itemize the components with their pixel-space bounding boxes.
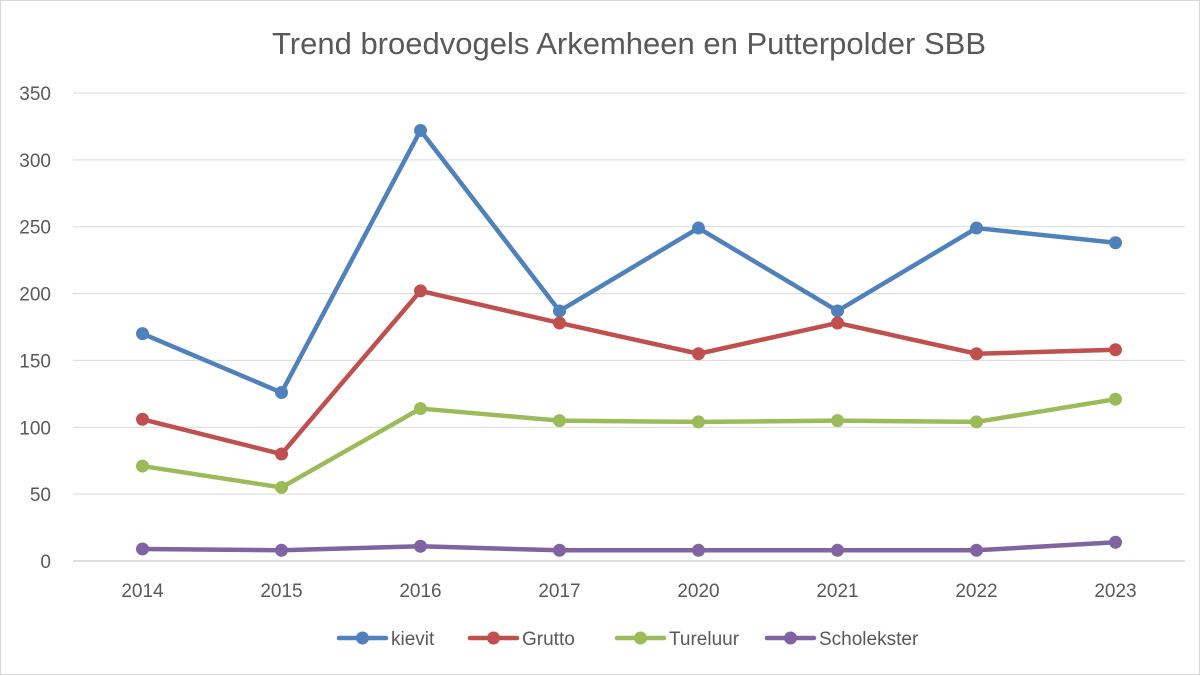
legend: kievit Grutto Tureluur Scholekster — [336, 629, 919, 650]
data-point — [692, 221, 705, 235]
x-tick-label: 2022 — [955, 581, 997, 602]
y-tick-label: 0 — [40, 552, 51, 573]
x-tick-label: 2020 — [677, 581, 719, 602]
data-point — [1109, 535, 1122, 549]
x-tick-label: 2023 — [1094, 581, 1136, 602]
data-point — [692, 543, 705, 557]
y-tick-label: 50 — [30, 485, 51, 506]
data-point — [553, 414, 566, 428]
data-point — [136, 327, 149, 341]
data-point — [414, 123, 427, 137]
data-point — [414, 284, 427, 298]
data-point — [970, 347, 983, 361]
series-line — [140, 540, 1118, 553]
data-point — [831, 304, 844, 318]
legend-item-grutto: Grutto — [467, 629, 575, 650]
y-tick-label: 150 — [19, 351, 51, 372]
legend-item-scholekster: Scholekster — [764, 629, 919, 650]
data-point — [692, 347, 705, 361]
y-axis-ticks: 0 50 100 150 200 250 300 350 — [19, 84, 51, 573]
data-point — [831, 316, 844, 330]
x-tick-label: 2014 — [121, 581, 164, 602]
data-point — [970, 543, 983, 557]
data-point — [553, 543, 566, 557]
series-line — [140, 128, 1118, 395]
series-scholekster — [136, 535, 1122, 557]
series-line — [140, 396, 1118, 490]
data-point — [136, 412, 149, 426]
y-tick-label: 100 — [19, 418, 51, 439]
data-point — [692, 415, 705, 429]
legend-swatch-marker — [784, 631, 797, 645]
y-tick-label: 350 — [19, 84, 51, 105]
legend-label: kievit — [391, 629, 435, 650]
data-point — [136, 542, 149, 556]
y-tick-label: 250 — [19, 218, 51, 239]
data-point — [1109, 392, 1122, 406]
data-point — [831, 543, 844, 557]
series-line — [140, 288, 1118, 457]
data-point — [136, 459, 149, 473]
data-point — [275, 386, 288, 400]
data-point — [553, 304, 566, 318]
series-kievit — [136, 123, 1122, 400]
x-tick-label: 2021 — [816, 581, 858, 602]
data-point — [970, 415, 983, 429]
data-point — [970, 221, 983, 235]
data-point — [275, 543, 288, 557]
legend-item-kievit: kievit — [336, 629, 435, 650]
chart-title: Trend broedvogels Arkemheen en Putterpol… — [272, 26, 986, 61]
data-point — [1109, 236, 1122, 250]
y-tick-label: 200 — [19, 285, 51, 306]
data-point — [831, 414, 844, 428]
gridlines — [73, 92, 1185, 562]
data-point — [414, 539, 427, 553]
series-grutto — [136, 284, 1122, 461]
x-axis-ticks: 2014 2015 2016 2017 2020 2021 2022 2023 — [121, 581, 1136, 602]
data-point — [553, 316, 566, 330]
data-point — [275, 480, 288, 494]
legend-swatch-marker — [487, 631, 500, 645]
x-tick-label: 2016 — [399, 581, 441, 602]
y-tick-label: 300 — [19, 151, 51, 172]
legend-label: Grutto — [522, 629, 575, 650]
data-point — [275, 447, 288, 461]
x-tick-label: 2017 — [538, 581, 580, 602]
series-tureluur — [136, 392, 1122, 494]
series-group — [136, 123, 1122, 557]
x-tick-label: 2015 — [260, 581, 302, 602]
legend-swatch-marker — [356, 631, 369, 645]
legend-swatch-marker — [634, 631, 647, 645]
data-point — [1109, 343, 1122, 357]
legend-item-tureluur: Tureluur — [614, 629, 740, 650]
data-point — [414, 402, 427, 416]
legend-label: Tureluur — [669, 629, 740, 650]
legend-label: Scholekster — [819, 629, 919, 650]
